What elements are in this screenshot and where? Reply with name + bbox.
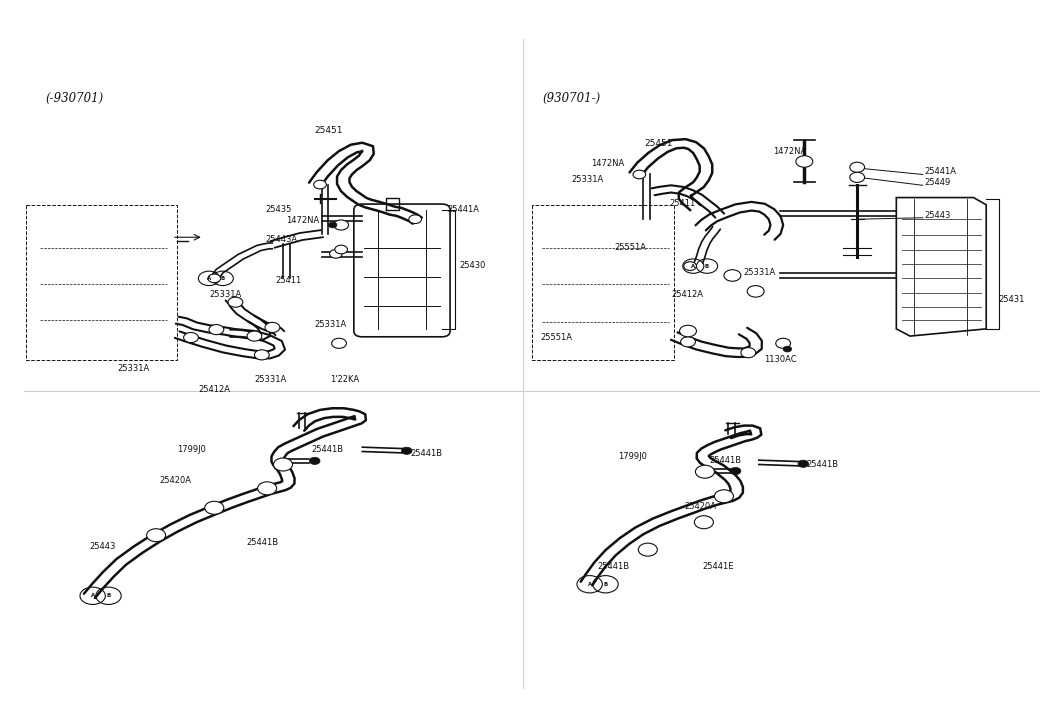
Circle shape bbox=[273, 458, 292, 471]
Circle shape bbox=[798, 460, 809, 467]
Circle shape bbox=[747, 286, 764, 297]
Text: 25331A: 25331A bbox=[315, 321, 347, 329]
Circle shape bbox=[332, 338, 347, 348]
Circle shape bbox=[147, 529, 166, 542]
Text: 1472NA: 1472NA bbox=[773, 148, 806, 156]
Text: 25441B: 25441B bbox=[246, 538, 279, 547]
Text: 25441A: 25441A bbox=[925, 167, 957, 177]
Text: (930701-): (930701-) bbox=[542, 92, 601, 105]
Text: 25431: 25431 bbox=[999, 295, 1026, 304]
Text: 25443A: 25443A bbox=[265, 236, 298, 244]
Circle shape bbox=[265, 322, 280, 332]
Text: 25430: 25430 bbox=[459, 261, 486, 270]
Text: 1472NA: 1472NA bbox=[591, 158, 624, 168]
Text: 25441B: 25441B bbox=[597, 562, 629, 571]
Circle shape bbox=[730, 467, 741, 475]
Text: A: A bbox=[691, 264, 695, 268]
Text: 25331A: 25331A bbox=[209, 290, 241, 299]
Circle shape bbox=[309, 457, 320, 465]
Text: 1130AC: 1130AC bbox=[764, 355, 797, 364]
Text: 25449: 25449 bbox=[925, 177, 951, 187]
Circle shape bbox=[328, 222, 337, 228]
Circle shape bbox=[680, 337, 695, 347]
Circle shape bbox=[314, 180, 326, 189]
Text: 25411: 25411 bbox=[275, 276, 302, 285]
Text: 25551A: 25551A bbox=[614, 243, 646, 252]
Text: 25451: 25451 bbox=[315, 126, 342, 134]
Text: 25441B: 25441B bbox=[410, 449, 442, 458]
Text: B: B bbox=[604, 582, 608, 587]
Text: (-930701): (-930701) bbox=[45, 92, 103, 105]
Circle shape bbox=[849, 162, 864, 172]
Circle shape bbox=[402, 447, 412, 454]
Text: 25435: 25435 bbox=[265, 205, 291, 214]
Text: B: B bbox=[221, 276, 225, 281]
Circle shape bbox=[247, 331, 261, 341]
Text: 25412A: 25412A bbox=[671, 290, 703, 299]
Text: 25443: 25443 bbox=[925, 211, 951, 220]
Text: 25331A: 25331A bbox=[743, 268, 775, 277]
Circle shape bbox=[334, 220, 349, 230]
Text: 25331A: 25331A bbox=[572, 174, 604, 184]
Text: 1799J0: 1799J0 bbox=[178, 444, 206, 454]
Text: 25443: 25443 bbox=[89, 542, 116, 551]
Text: 25441B: 25441B bbox=[807, 460, 839, 470]
Circle shape bbox=[227, 297, 242, 308]
Circle shape bbox=[409, 215, 422, 223]
Circle shape bbox=[796, 156, 813, 167]
Text: B: B bbox=[705, 264, 709, 268]
Circle shape bbox=[208, 274, 221, 283]
Text: 1'22KA: 1'22KA bbox=[331, 375, 359, 385]
Circle shape bbox=[695, 465, 714, 478]
Text: 25412A: 25412A bbox=[199, 385, 231, 394]
Text: A: A bbox=[90, 593, 95, 598]
Circle shape bbox=[205, 502, 224, 514]
Text: 25331A: 25331A bbox=[117, 364, 149, 373]
Circle shape bbox=[335, 245, 348, 254]
Circle shape bbox=[849, 172, 864, 182]
Circle shape bbox=[714, 490, 733, 503]
Text: 25551A: 25551A bbox=[540, 334, 572, 342]
Circle shape bbox=[254, 350, 269, 360]
Text: 25441B: 25441B bbox=[311, 444, 343, 454]
Circle shape bbox=[679, 325, 696, 337]
Circle shape bbox=[632, 170, 645, 179]
Circle shape bbox=[209, 324, 224, 334]
Text: A: A bbox=[207, 276, 212, 281]
Circle shape bbox=[694, 515, 713, 529]
Circle shape bbox=[776, 338, 791, 348]
Circle shape bbox=[257, 482, 276, 495]
Text: 1472NA: 1472NA bbox=[286, 216, 319, 225]
Text: 25331A: 25331A bbox=[254, 375, 287, 385]
Text: A: A bbox=[588, 582, 592, 587]
Text: 25441B: 25441B bbox=[709, 456, 741, 465]
Text: 25420A: 25420A bbox=[685, 502, 716, 511]
Circle shape bbox=[724, 270, 741, 281]
Text: 25441A: 25441A bbox=[446, 205, 479, 214]
Text: B: B bbox=[106, 593, 111, 598]
Text: 25420A: 25420A bbox=[159, 475, 191, 484]
Text: 1799J0: 1799J0 bbox=[619, 451, 647, 461]
Text: 25451: 25451 bbox=[644, 139, 673, 148]
Circle shape bbox=[684, 262, 696, 270]
Circle shape bbox=[330, 249, 342, 258]
Circle shape bbox=[741, 348, 756, 358]
Circle shape bbox=[783, 346, 792, 352]
Circle shape bbox=[184, 332, 199, 342]
Text: 25441E: 25441E bbox=[703, 562, 735, 571]
Circle shape bbox=[638, 543, 657, 556]
Text: 25411: 25411 bbox=[669, 199, 695, 208]
